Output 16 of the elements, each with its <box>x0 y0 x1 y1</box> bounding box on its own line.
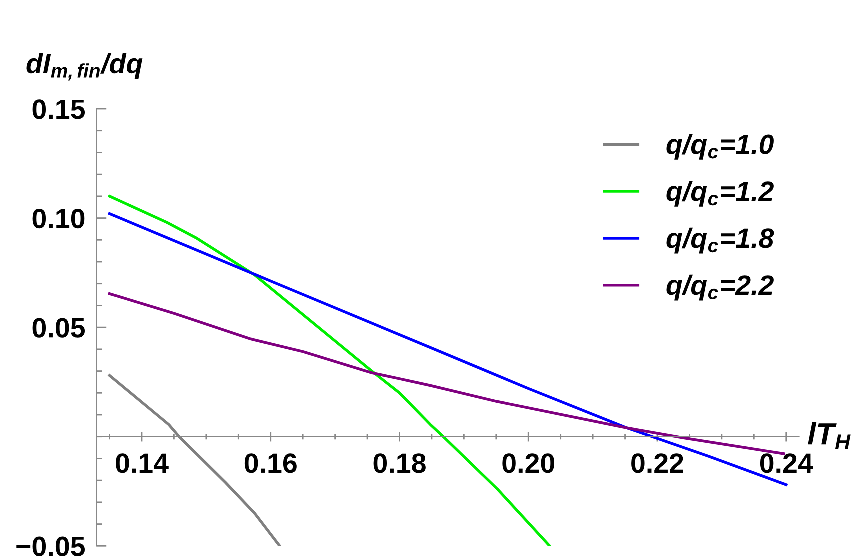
x-tick-label: 0.20 <box>502 454 555 474</box>
legend-label: q/q$_{c}$=1.2 <box>666 180 774 207</box>
x-axis-title: lT$_{H}$ <box>808 422 851 450</box>
x-tick-label: 0.22 <box>632 454 684 474</box>
x-tick-label: 0.18 <box>374 454 426 474</box>
x-tick-label: 0.14 <box>116 454 169 474</box>
legend-label: q/q$_{c}$=1.8 <box>666 228 774 254</box>
legend-label: q/q$_{c}$=2.2 <box>666 274 774 301</box>
y-tick-label: 0.05 <box>32 318 85 338</box>
y-tick-label: −0.05 <box>16 536 85 556</box>
x-tick-label: 0.24 <box>760 454 814 474</box>
y-tick-label: 0.10 <box>32 208 85 229</box>
y-tick-label: 0.15 <box>32 100 85 120</box>
legend-label: q/q$_{c}$=1.0 <box>666 134 774 160</box>
y-axis-title: dI$_{m,fin}$/dq <box>26 53 143 81</box>
x-tick-label: 0.16 <box>244 454 297 474</box>
